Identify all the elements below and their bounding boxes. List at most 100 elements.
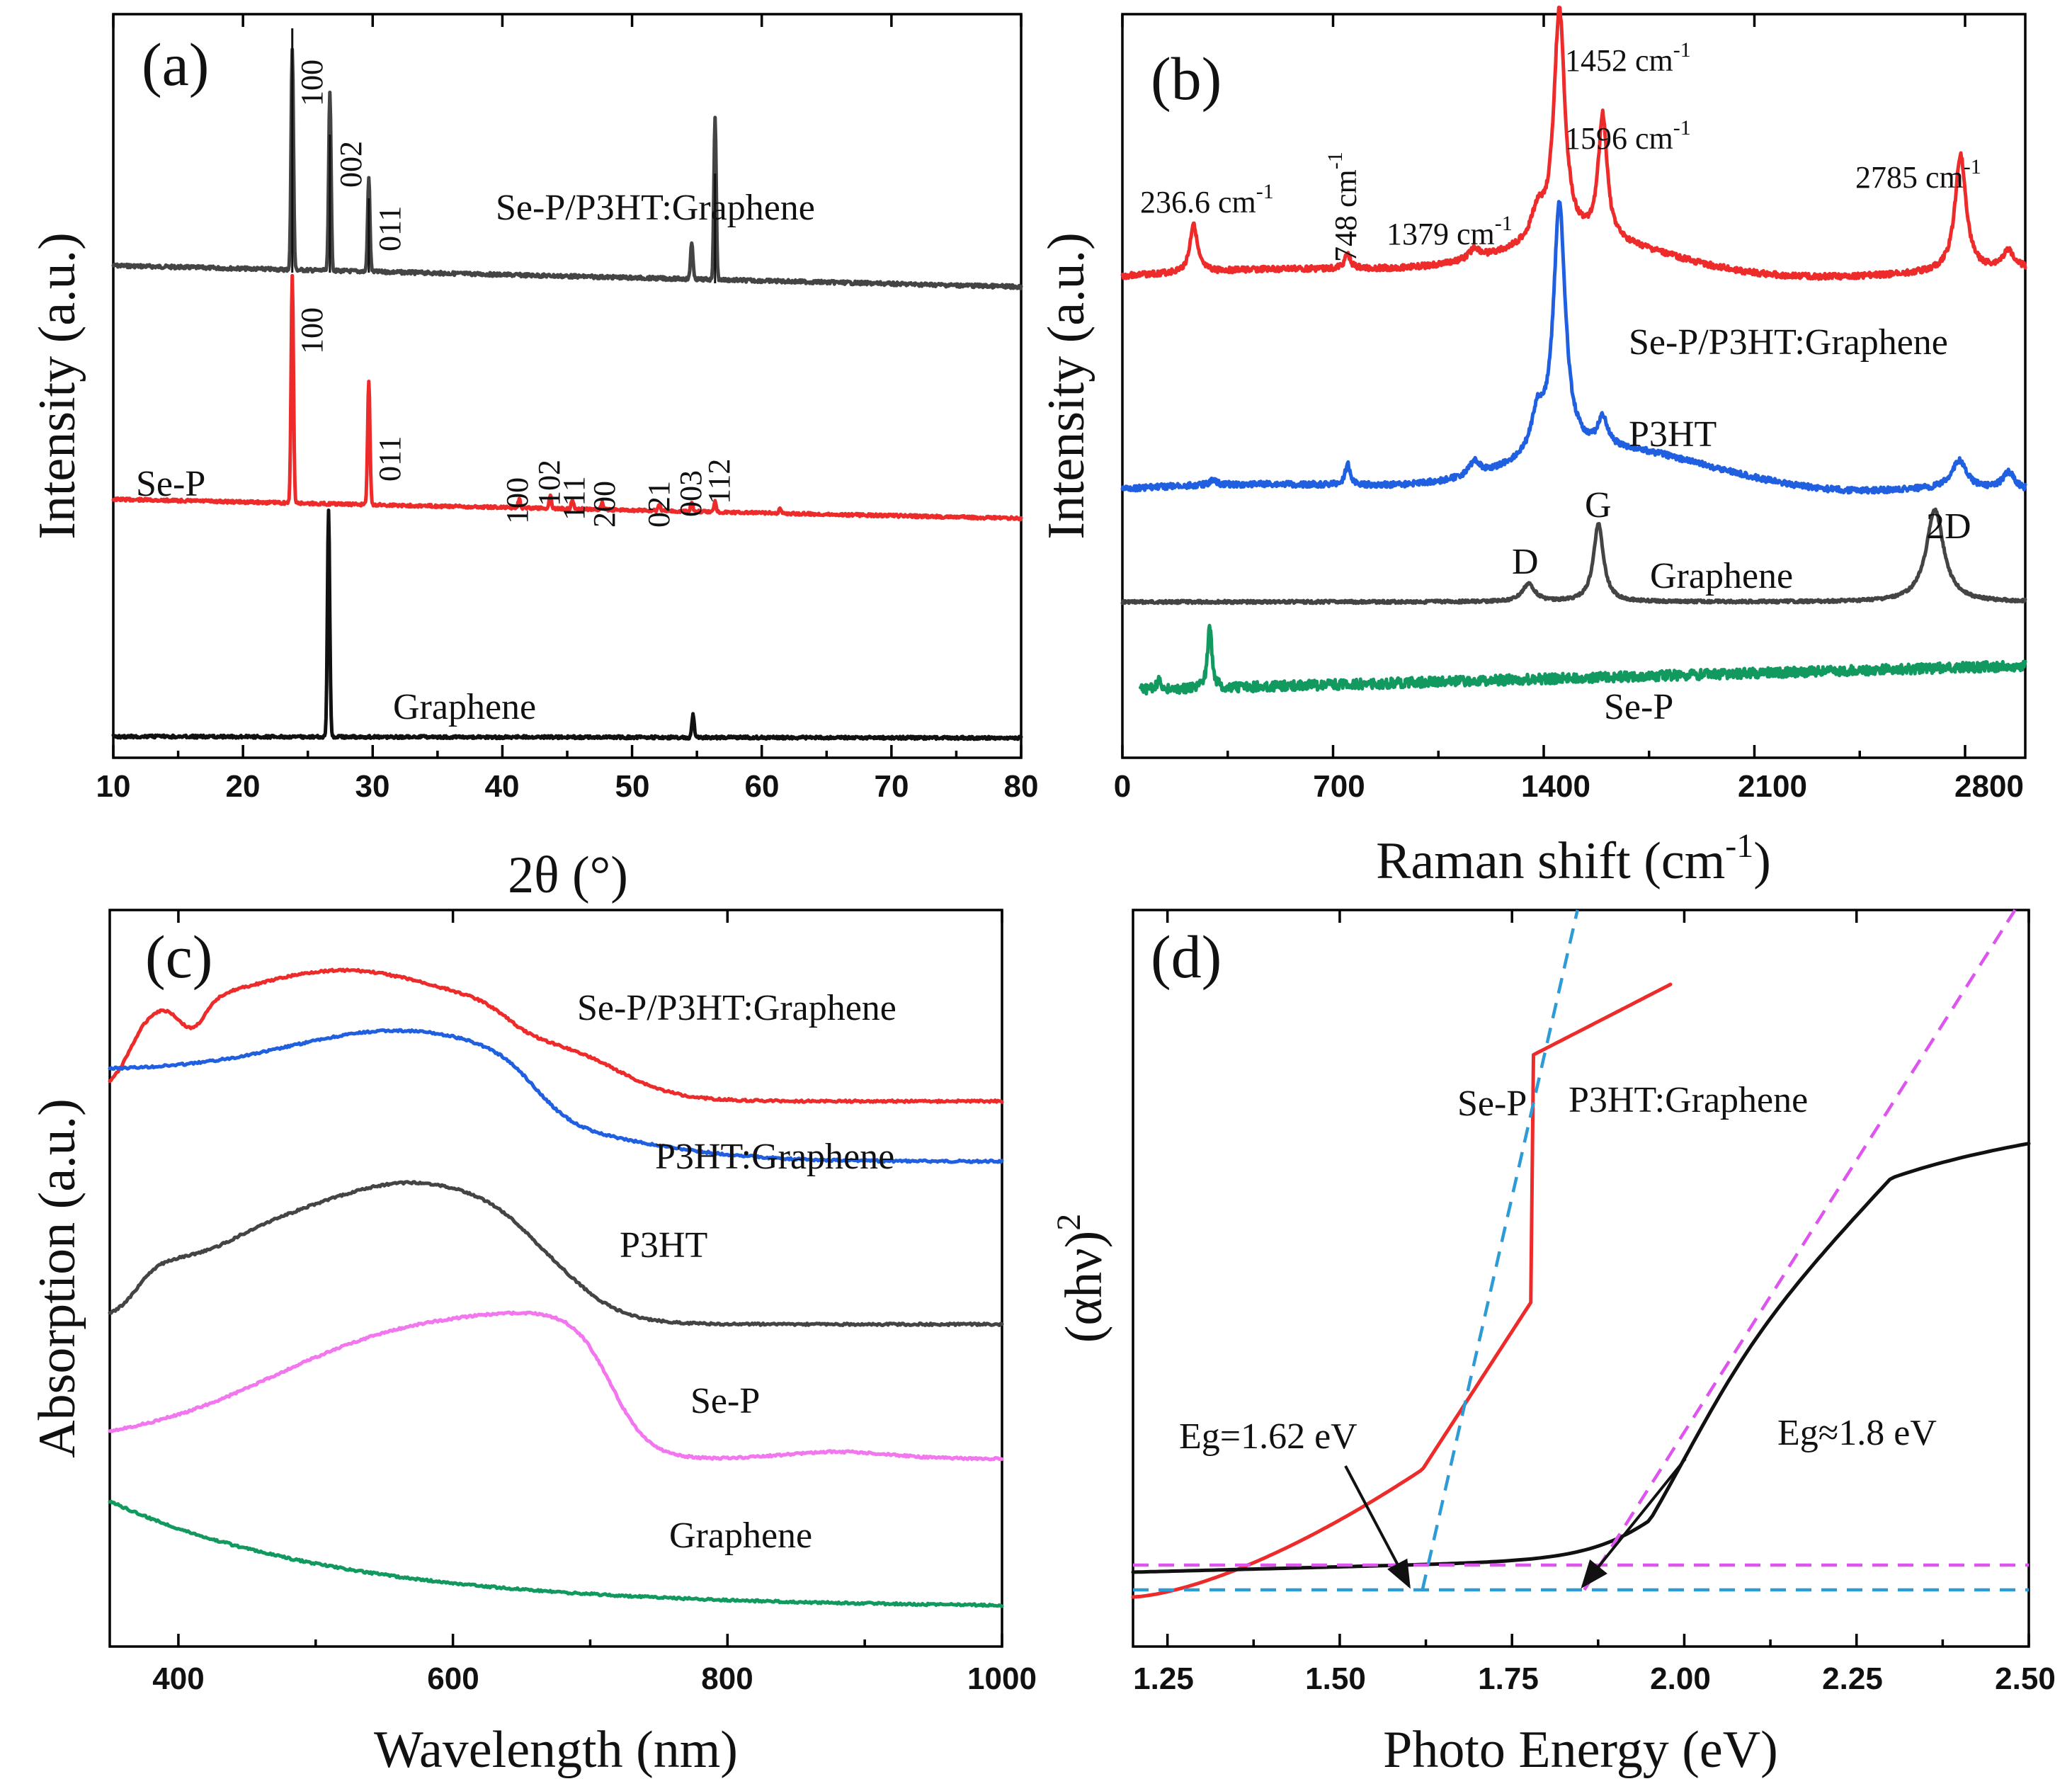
panel-b-x-tick-labels: 0 700 1400 2100 2800 (1114, 769, 2024, 804)
peak-sup: -1 (1324, 152, 1347, 169)
arrow-eg-p3ht-graphene (1581, 1457, 1687, 1589)
band-label-g: G (1585, 485, 1612, 525)
peak-value: 2785 cm (1855, 160, 1964, 195)
abs-series-p3ht-graphene (108, 1028, 1004, 1164)
panel-a-x-ticks (112, 14, 1023, 758)
raman-series-p3ht (1120, 200, 2027, 495)
peak-sup: -1 (1495, 212, 1513, 235)
peak-label: 100 (295, 59, 329, 106)
abs-series-graphene (108, 1499, 1004, 1608)
panel-b-x-axis-title: Raman shift (cm-1) (1376, 827, 1771, 890)
panel-b-frame (1121, 13, 2027, 759)
peak-label: 011 (372, 436, 407, 482)
peak-value: 1596 cm (1565, 121, 1673, 156)
tick-label: 1.75 (1478, 1661, 1539, 1696)
tick-label: 800 (701, 1661, 753, 1696)
panel-c-curves (108, 967, 1004, 1608)
peak-sup: -1 (1673, 116, 1691, 140)
peak-value: 1452 cm (1565, 43, 1673, 78)
tick-label: 2100 (1738, 769, 1807, 804)
panel-d-x-tick-labels: 1.25 1.50 1.75 2.00 2.25 2.50 (1133, 1661, 2056, 1696)
peak-sup: -1 (1673, 38, 1691, 62)
panel-b-y-axis-title: Intensity (a.u.) (1037, 232, 1095, 540)
raman-peak-label: 1452 cm-1 (1565, 38, 1691, 78)
xrd-series-se-p (111, 273, 1023, 522)
tick-label: 2800 (1954, 769, 2024, 804)
tick-label: 20 (226, 769, 261, 804)
tick-label: 600 (427, 1661, 479, 1696)
peak-label: 111 (557, 476, 591, 521)
panel-d-x-axis-title: Photo Energy (eV) (1383, 1721, 1778, 1779)
series-label-p3ht-graphene: P3HT:Graphene (1569, 1080, 1808, 1120)
panel-a-y-axis-title: Intensity (a.u.) (28, 232, 86, 540)
peak-value: 236.6 cm (1140, 185, 1256, 220)
series-label-graphene: Graphene (669, 1516, 812, 1556)
peak-label: 102 (532, 460, 567, 506)
raman-series-se-p-p3ht-graphene (1120, 6, 2027, 281)
xrd-series-graphene (111, 508, 1023, 741)
peak-label: 002 (334, 141, 368, 188)
tick-label: 60 (745, 769, 780, 804)
panel-b-letter: (b) (1151, 45, 1222, 113)
peak-sup: -1 (1964, 155, 1981, 178)
abs-series-se-p (108, 1310, 1004, 1462)
panel-a-frame (112, 13, 1023, 759)
abs-series-se-p-p3ht-graphene (108, 967, 1004, 1104)
peak-value: 1379 cm (1387, 217, 1495, 251)
panel-d-x-ticks (1166, 910, 2030, 1647)
series-label-graphene: Graphene (393, 687, 536, 727)
peak-value: 748 cm (1328, 169, 1363, 262)
raman-peak-label: 1596 cm-1 (1565, 116, 1691, 156)
raman-series-graphene (1120, 507, 2027, 605)
panel-a-letter: (a) (142, 30, 209, 98)
panel-d-y-axis-title: (αhν)2 (1050, 1214, 1113, 1343)
series-label-graphene: Graphene (1650, 556, 1793, 596)
y-axis-title-text: (αhν) (1055, 1231, 1113, 1343)
raman-peak-label: 2785 cm-1 (1855, 155, 1981, 195)
abs-series-p3ht (108, 1180, 1004, 1327)
tick-label: 400 (152, 1661, 204, 1696)
series-label-se-p-p3ht-graphene: Se-P/P3HT:Graphene (496, 188, 815, 228)
panel-c-letter: (c) (145, 923, 212, 991)
peak-label: 200 (587, 481, 622, 528)
tangent-line-p3ht-graphene (1583, 909, 2017, 1591)
series-label-p3ht: P3HT (1629, 414, 1717, 455)
series-label-p3ht: P3HT (620, 1225, 707, 1266)
tick-label: 30 (355, 769, 390, 804)
panel-b-x-ticks (1121, 14, 1966, 758)
tick-label: 80 (1004, 769, 1039, 804)
tick-label: 50 (615, 769, 650, 804)
eg-annotation-se-p: Eg=1.62 eV (1179, 1416, 1357, 1457)
x-axis-title-superscript: -1 (1725, 827, 1753, 865)
tick-label: 700 (1313, 769, 1365, 804)
tauc-series-p3ht-graphene (1131, 1142, 2031, 1574)
raman-series-se-p (1139, 623, 2027, 696)
tick-label: 1400 (1521, 769, 1590, 804)
panel-d-frame (1132, 909, 2030, 1648)
peak-label: 003 (673, 470, 708, 517)
panel-a: (a) 2θ (°) Intensity (a.u.) 10 20 30 40 … (28, 13, 1039, 904)
panel-c-x-tick-labels: 400 600 800 1000 (152, 1661, 1037, 1696)
series-label-se-p: Se-P (136, 464, 205, 504)
tauc-series-se-p (1131, 982, 1673, 1599)
tick-label: 2.50 (1995, 1661, 2056, 1696)
band-label-2d: 2D (1926, 506, 1971, 547)
series-label-se-p: Se-P (1457, 1084, 1527, 1124)
tick-label: 40 (485, 769, 520, 804)
panel-c-x-axis-title: Wavelength (nm) (374, 1721, 738, 1779)
peak-label: 100 (295, 307, 329, 354)
xrd-series-se-p-p3ht-graphene (111, 47, 1023, 290)
panel-d-curves (1131, 909, 2031, 1599)
peak-label: 011 (372, 206, 407, 251)
tick-label: 1.50 (1305, 1661, 1366, 1696)
series-label-p3ht-graphene: P3HT:Graphene (655, 1137, 894, 1177)
arrow-eg-se-p (1344, 1465, 1411, 1589)
series-label-se-p-p3ht-graphene: Se-P/P3HT:Graphene (1629, 322, 1948, 363)
panel-a-x-tick-labels: 10 20 30 40 50 60 70 80 (96, 769, 1039, 804)
panel-c-y-axis-title: Absorption (a.u.) (28, 1098, 86, 1458)
eg-annotation-p3ht-graphene: Eg≈1.8 eV (1777, 1413, 1937, 1453)
tick-label: 70 (875, 769, 909, 804)
tick-label: 1.25 (1133, 1661, 1194, 1696)
panel-d: (d) Photo Energy (eV) (αhν)2 1.25 1.50 1… (1050, 909, 2056, 1779)
